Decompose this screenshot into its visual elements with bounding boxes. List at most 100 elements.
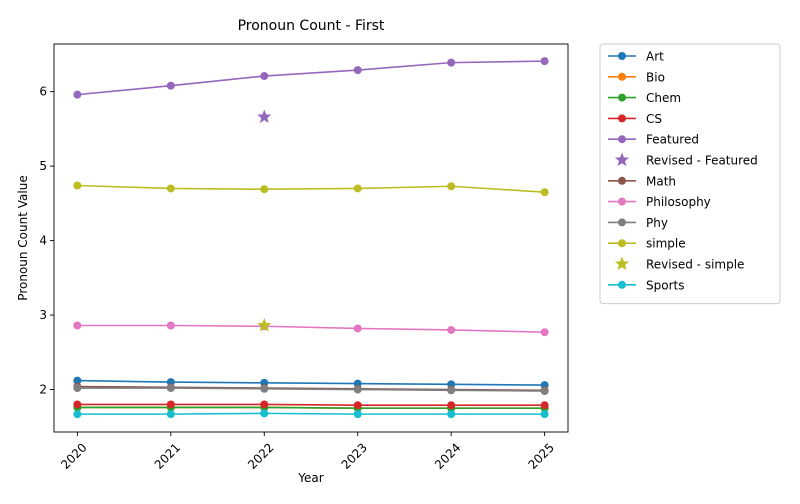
data-point-phy [73,384,82,393]
series-line-sports [77,412,545,415]
series-line-philosophy [77,324,545,334]
data-point-sports [447,410,456,419]
data-point-phy [260,384,269,393]
legend-label: simple [646,237,686,251]
data-point-sports [166,410,175,419]
data-point-featured [260,72,269,81]
series-line-phy [77,387,545,392]
series-line-cs [77,403,545,406]
series-line-featured [77,60,545,96]
legend-item-simple: simple [608,237,686,251]
legend-marker [618,93,626,102]
legend-marker [618,176,626,185]
legend-marker [618,197,626,206]
series-phy [73,384,549,396]
legend-item-revised-featured: Revised - Featured [614,152,758,168]
legend-marker [618,135,626,144]
data-point-featured [447,58,456,67]
data-point-cs [166,400,175,409]
legend-marker [618,72,626,81]
series-line-simple [77,184,545,193]
legend-star-marker [614,152,630,167]
legend-label: Sports [646,278,684,292]
data-point-featured [540,57,549,66]
legend-box [599,43,781,305]
plot-area [73,57,549,419]
data-point-featured [73,90,82,99]
data-point-phy [353,385,362,394]
series-featured [73,57,549,99]
star-marker-revised-simple [257,318,272,332]
data-point-sports [260,409,269,418]
legend-item-philosophy: Philosophy [608,195,711,209]
legend-label: CS [646,112,662,126]
legend-item-revised-simple: Revised - simple [614,256,744,272]
legend-item-art: Art [608,50,664,64]
data-point-featured [166,81,175,90]
data-point-simple [540,188,549,197]
x-axis-label: Year [297,471,323,485]
chart-title: Pronoun Count - First [238,18,385,34]
legend-label: Phy [646,216,668,230]
series-sports [73,409,549,419]
data-point-phy [447,386,456,395]
data-point-cs [73,400,82,409]
data-point-philosophy [353,324,362,333]
series-line-chem [77,406,545,409]
legend-item-math: Math [608,174,676,188]
legend-item-chem: Chem [608,91,681,105]
legend-marker [618,114,626,123]
data-point-phy [540,387,549,396]
y-tick-label: 3 [39,308,47,322]
series-simple [73,181,549,197]
legend-label: Featured [646,133,699,147]
data-point-cs [540,401,549,410]
data-point-philosophy [166,321,175,330]
data-point-featured [353,66,362,75]
star-marker-revised-featured [257,109,272,124]
legend-item-cs: CS [608,112,662,126]
data-point-phy [166,384,175,393]
data-point-philosophy [73,321,82,330]
data-point-philosophy [447,325,456,334]
data-point-simple [353,184,362,193]
legend-marker [618,218,626,227]
data-point-cs [447,401,456,410]
data-point-philosophy [540,328,549,337]
data-point-art [73,376,82,385]
y-axis-label: Pronoun Count Value [16,175,30,300]
legend-label: Math [646,174,676,188]
y-tick-label: 6 [39,85,47,99]
legend-item-sports: Sports [608,278,684,292]
y-tick-label: 4 [39,234,47,248]
legend: Art Bio Chem CS Featured Revised - Featured Ma… [599,43,781,305]
legend-label: Chem [646,91,681,105]
legend-item-bio: Bio [608,70,665,84]
data-point-simple [260,185,269,194]
y-tick-label: 5 [39,159,47,173]
legend-label: Revised - simple [646,258,744,272]
legend-marker [618,52,626,60]
legend-item-phy: Phy [608,216,668,230]
data-point-simple [73,181,82,190]
series-line-art [77,379,545,386]
y-axis: 2 3 4 5 6 [39,85,54,397]
legend-item-featured: Featured [608,133,699,147]
legend-marker [618,239,626,248]
axes-frame [53,43,569,433]
legend-marker [618,280,626,289]
series-cs [73,400,549,410]
data-point-sports [540,410,549,419]
data-point-simple [447,182,456,191]
data-point-cs [353,401,362,410]
legend-label: Art [646,50,664,64]
data-point-cs [260,400,269,409]
data-point-sports [353,410,362,419]
legend-label: Bio [646,70,665,84]
y-tick-label: 2 [39,383,47,397]
legend-label: Philosophy [646,195,711,209]
legend-label: Revised - Featured [646,154,758,168]
data-point-simple [166,184,175,193]
